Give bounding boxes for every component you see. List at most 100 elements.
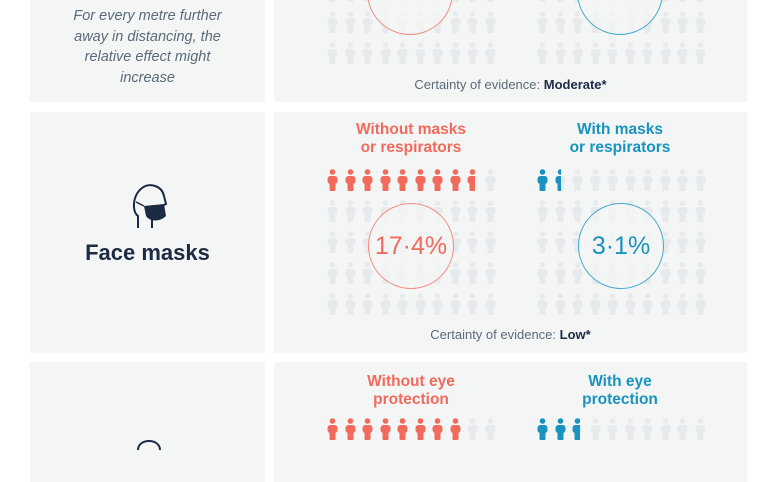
- person-icon: [380, 293, 391, 315]
- person-icon: [695, 293, 706, 315]
- person-icon: [660, 0, 671, 2]
- person-icon: [537, 293, 548, 315]
- person-icon: [537, 200, 548, 222]
- person-icon: [660, 169, 671, 191]
- without-masks-percent: 17·4%: [368, 203, 454, 289]
- person-icon: [432, 293, 443, 315]
- person-icon: [450, 0, 461, 2]
- person-icon: [660, 11, 671, 33]
- person-icon: [695, 262, 706, 284]
- person-icon: [642, 293, 653, 315]
- distancing-chart-panel: 12·8% 2·6% Certainty of evidence: Modera…: [274, 0, 747, 102]
- person-icon: [345, 11, 356, 33]
- person-icon: [485, 262, 496, 284]
- distancing-note: For every metre further away in distanci…: [30, 6, 265, 89]
- person-icon: [572, 293, 583, 315]
- label-line: Without eye: [367, 373, 455, 390]
- note-line: away in distancing, the: [74, 28, 221, 45]
- person-icon: [590, 42, 601, 64]
- person-icon: [467, 200, 478, 222]
- person-icon: [677, 262, 688, 284]
- with-eye-label: With eye protection: [520, 373, 720, 409]
- person-icon: [397, 169, 408, 191]
- person-icon: [660, 293, 671, 315]
- person-icon: [660, 42, 671, 64]
- person-icon: [607, 293, 618, 315]
- person-icon: [537, 231, 548, 253]
- eye-left-panel: [30, 362, 265, 482]
- certainty-label: Certainty of evidence:: [430, 327, 557, 342]
- person-icon: [590, 293, 601, 315]
- person-icon: [362, 169, 373, 191]
- person-icon: [485, 11, 496, 33]
- label-line: or respirators: [569, 139, 671, 156]
- label-line: or respirators: [360, 139, 462, 156]
- person-icon: [485, 200, 496, 222]
- person-icon: [537, 169, 548, 191]
- person-icon: [362, 418, 373, 440]
- person-icon: [695, 231, 706, 253]
- person-icon: [677, 293, 688, 315]
- person-icon: [380, 42, 391, 64]
- certainty-of-evidence: Certainty of evidence: Low*: [274, 327, 747, 342]
- person-icon: [485, 169, 496, 191]
- person-icon: [397, 293, 408, 315]
- person-icon: [660, 262, 671, 284]
- person-icon: [555, 42, 566, 64]
- person-icon: [345, 231, 356, 253]
- person-icon: [450, 42, 461, 64]
- person-icon: [432, 42, 443, 64]
- person-icon: [695, 200, 706, 222]
- label-line: With masks: [577, 121, 663, 138]
- certainty-value: Moderate*: [543, 77, 607, 92]
- person-icon: [327, 293, 338, 315]
- person-icon: [660, 200, 671, 222]
- person-icon: [642, 42, 653, 64]
- eye-chart-panel: Without eye protection With eye protection: [274, 362, 747, 482]
- person-icon: [537, 42, 548, 64]
- person-icon: [555, 11, 566, 33]
- person-icon: [625, 42, 636, 64]
- label-line: protection: [373, 391, 449, 408]
- person-icon: [572, 42, 583, 64]
- person-icon: [415, 42, 426, 64]
- person-icon: [327, 231, 338, 253]
- person-icon: [555, 0, 566, 2]
- person-icon: [572, 11, 583, 33]
- person-icon: [345, 0, 356, 2]
- person-icon: [450, 11, 461, 33]
- certainty-of-evidence: Certainty of evidence: Moderate*: [274, 77, 747, 92]
- label-line: With eye: [588, 373, 652, 390]
- person-icon: [695, 11, 706, 33]
- person-icon: [607, 169, 618, 191]
- person-icon: [485, 231, 496, 253]
- person-icon: [467, 11, 478, 33]
- person-icon: [467, 0, 478, 2]
- person-icon: [572, 262, 583, 284]
- person-icon: [625, 169, 636, 191]
- person-icon: [677, 0, 688, 2]
- person-icon: [397, 42, 408, 64]
- person-icon: [415, 293, 426, 315]
- person-icon: [572, 418, 583, 440]
- person-icon: [450, 293, 461, 315]
- person-icon: [677, 200, 688, 222]
- person-icon: [607, 42, 618, 64]
- with-masks-label: With masks or respirators: [520, 121, 720, 157]
- person-icon: [362, 200, 373, 222]
- label-line: protection: [582, 391, 658, 408]
- person-icon: [590, 169, 601, 191]
- note-line: For every metre further: [73, 8, 222, 24]
- person-icon: [485, 0, 496, 2]
- eye-protection-icon: [137, 440, 161, 451]
- masks-left-panel: Face masks: [30, 112, 265, 353]
- person-icon: [555, 231, 566, 253]
- with-masks-percent: 3·1%: [578, 203, 664, 289]
- certainty-label: Certainty of evidence:: [414, 77, 541, 92]
- masks-title: Face masks: [85, 240, 210, 265]
- person-icon: [345, 200, 356, 222]
- person-icon: [555, 293, 566, 315]
- person-icon: [327, 200, 338, 222]
- person-icon: [642, 418, 653, 440]
- distancing-left-panel: For every metre further away in distanci…: [30, 0, 265, 102]
